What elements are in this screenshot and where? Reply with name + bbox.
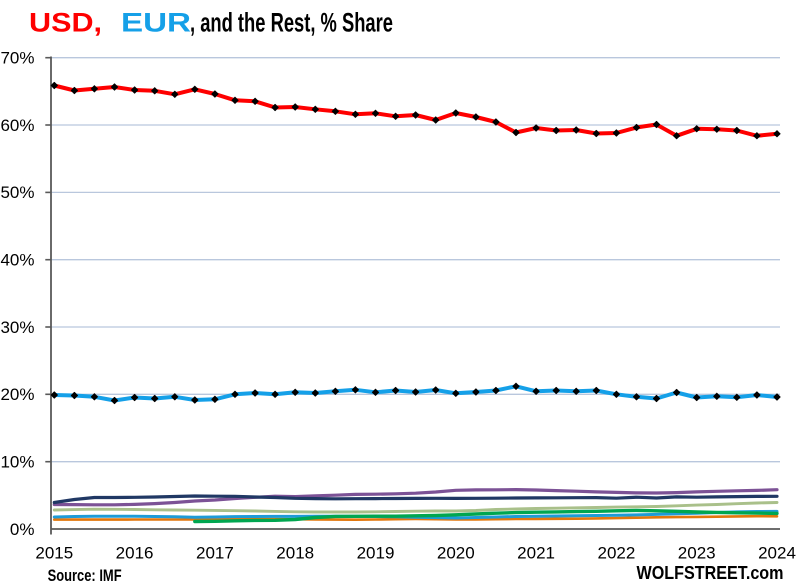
svg-text:EUR: EUR: [121, 8, 191, 38]
svg-text:50%: 50%: [0, 183, 34, 202]
svg-text:10%: 10%: [0, 453, 34, 472]
svg-text:2024: 2024: [758, 544, 796, 563]
svg-text:USD,: USD,: [29, 8, 102, 38]
svg-text:40%: 40%: [0, 251, 34, 270]
svg-text:60%: 60%: [0, 116, 34, 135]
svg-text:2017: 2017: [196, 544, 234, 563]
svg-text:2018: 2018: [276, 544, 314, 563]
svg-text:0%: 0%: [10, 520, 35, 539]
svg-text:2022: 2022: [597, 544, 635, 563]
svg-text:70%: 70%: [0, 49, 34, 68]
svg-text:2016: 2016: [116, 544, 154, 563]
svg-text:2021: 2021: [517, 544, 555, 563]
svg-text:30%: 30%: [0, 318, 34, 337]
svg-text:2023: 2023: [678, 544, 716, 563]
svg-text:Source: IMF: Source: IMF: [48, 566, 122, 585]
svg-text:2019: 2019: [357, 544, 395, 563]
svg-text:, and the Rest, % Share: , and the Rest, % Share: [190, 8, 393, 38]
svg-text:20%: 20%: [0, 385, 34, 404]
svg-text:WOLFSTREET.com: WOLFSTREET.com: [637, 562, 784, 583]
svg-text:2015: 2015: [35, 544, 73, 563]
svg-text:2020: 2020: [437, 544, 475, 563]
